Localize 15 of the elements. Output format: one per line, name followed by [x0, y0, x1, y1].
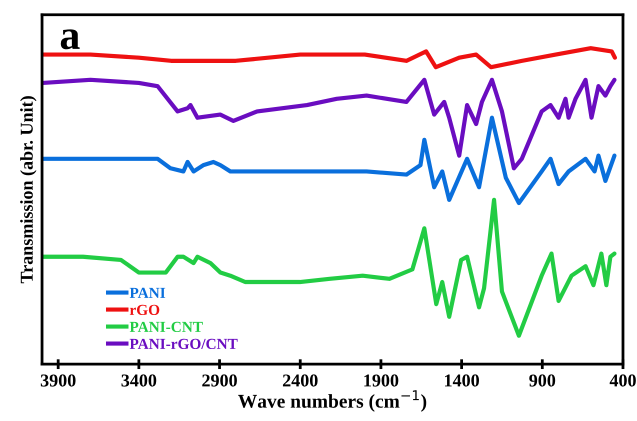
x-tick-label: 400: [610, 374, 636, 387]
x-tick-label: 3400: [121, 374, 156, 387]
x-tick-label: 3900: [40, 374, 76, 387]
annotation: a: [60, 29, 80, 50]
x-tick-label: 900: [529, 374, 556, 387]
x-tick-label: 1900: [364, 374, 398, 387]
x-tick-label: 2900: [202, 374, 237, 387]
x-tick-label: 1400: [445, 374, 479, 387]
x-tick-label: 2400: [282, 374, 318, 387]
y-axis-title: Transmission (abr. Unit): [20, 96, 36, 284]
x-axis-title: Wave numbers (cm$^{−1}$): [238, 390, 426, 412]
legend-label: PANI-rGO/CNT: [130, 338, 238, 350]
legend-label: PANI-CNT: [130, 322, 203, 332]
legend-label: PANI: [130, 288, 166, 298]
legend-label: rGO: [130, 304, 160, 316]
